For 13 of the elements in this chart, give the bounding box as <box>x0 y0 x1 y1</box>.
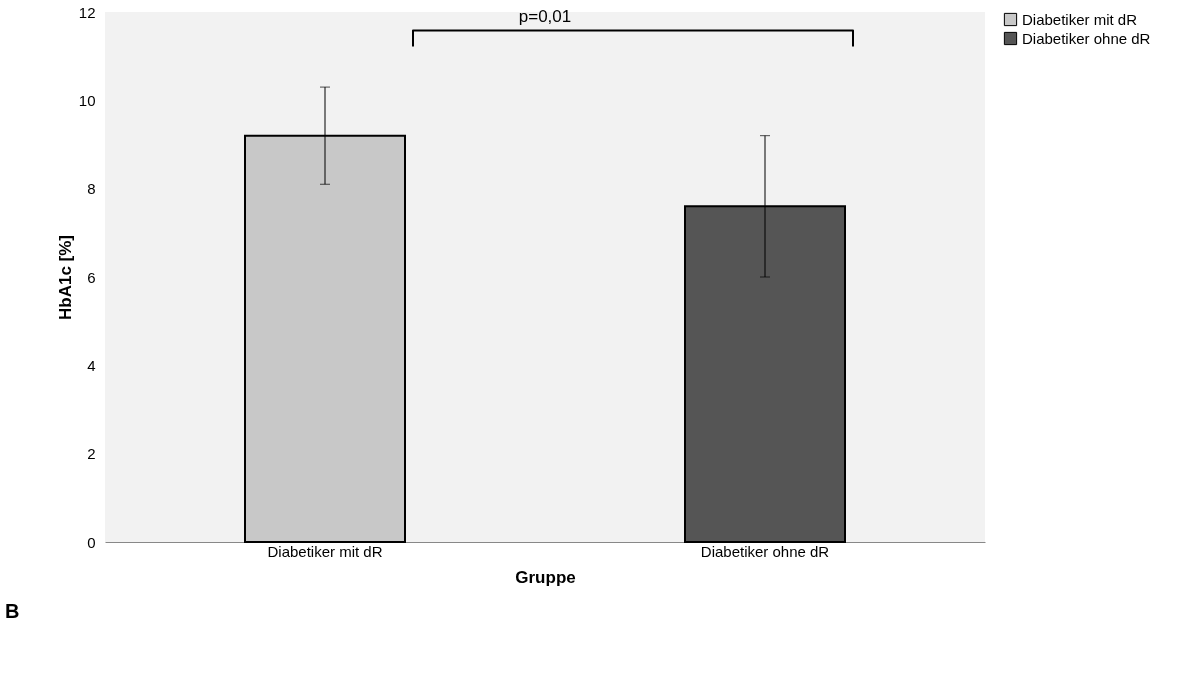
text: B <box>5 600 20 622</box>
annotation: p=0,01 <box>518 6 572 26</box>
y-tick-label: 0 <box>87 533 96 551</box>
y-tick-label: 2 <box>87 445 96 463</box>
y-tick-label: 4 <box>87 356 96 374</box>
y-tick-label: 8 <box>87 180 96 198</box>
y-axis-title: HbA1c [%] <box>55 234 75 321</box>
legend-label: Diabetiker ohne dR <box>1022 29 1151 47</box>
y-tick-label: 6 <box>87 268 96 286</box>
legend-label: Diabetiker mit dR <box>1022 10 1138 28</box>
y-tick-label: 10 <box>78 91 96 109</box>
y-tick-label: 12 <box>78 3 96 21</box>
x-axis-title: Gruppe <box>515 567 576 587</box>
